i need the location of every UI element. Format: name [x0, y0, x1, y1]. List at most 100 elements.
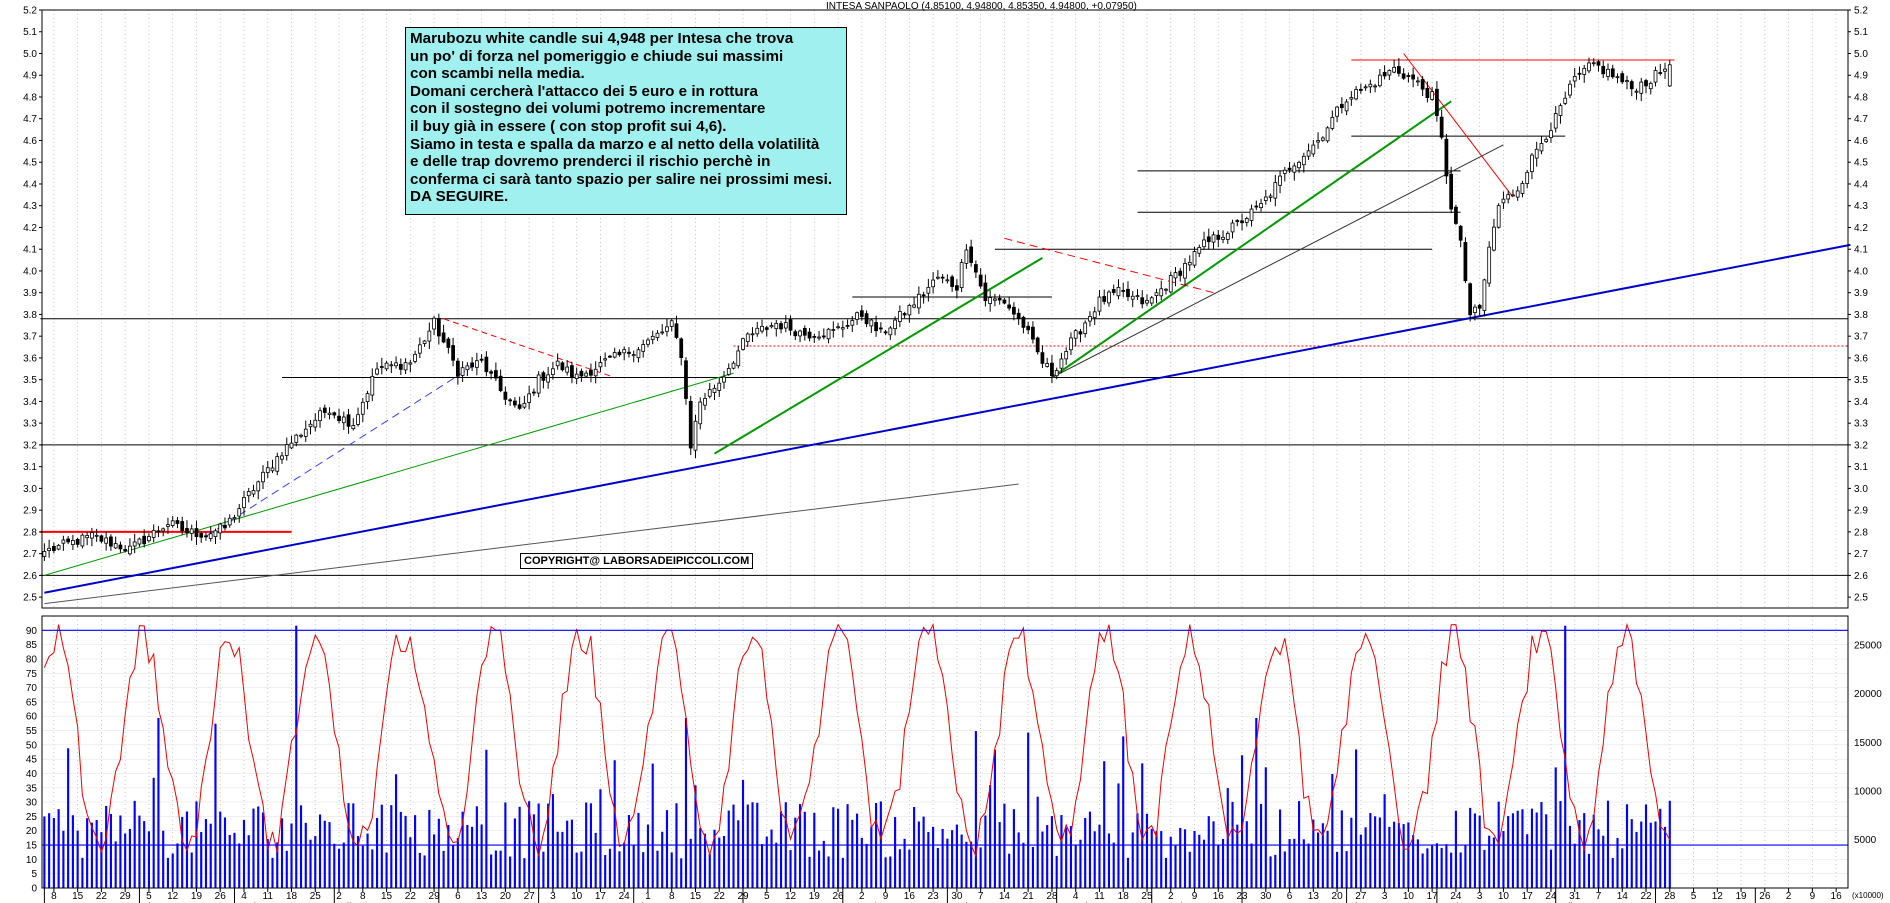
candle-body [251, 490, 256, 495]
candle-body [275, 456, 280, 472]
volume-bar [323, 820, 326, 888]
x-day-label: 3 [550, 891, 556, 902]
volume-bar [1150, 828, 1153, 888]
volume-bar [1606, 800, 1610, 888]
volume-bar [1236, 824, 1239, 888]
candle-body [1397, 66, 1401, 74]
x-day-label: 29 [737, 891, 749, 902]
candle-body [47, 547, 52, 552]
candle-body [1316, 140, 1320, 143]
volume-bar [1107, 833, 1111, 888]
volume-bar [979, 847, 982, 888]
y-tick-label-right: 3.6 [1854, 353, 1868, 364]
volume-bar [1174, 845, 1177, 888]
x-day-label: 25 [1141, 891, 1153, 902]
volume-bar [1331, 774, 1334, 888]
x-day-label: 6 [455, 891, 461, 902]
candle-body [332, 412, 337, 416]
volume-bar [632, 845, 635, 888]
volume-bar [1084, 817, 1087, 888]
volume-bar [1003, 803, 1006, 888]
volume-bar [1317, 832, 1320, 888]
candle-body [1511, 194, 1515, 197]
volume-bar [242, 819, 246, 888]
volume-bar [1288, 839, 1291, 888]
y-tick-label-right: 2.7 [1854, 549, 1868, 560]
candle-body [313, 419, 318, 428]
volume-bar [1027, 732, 1030, 888]
volume-bar [1545, 814, 1548, 888]
candle-body [351, 425, 356, 430]
volume-bar [304, 822, 307, 888]
candle-body [636, 349, 641, 359]
candle-body [674, 323, 679, 338]
volume-bar [708, 853, 711, 888]
candle-body [912, 304, 916, 308]
candle-body [213, 530, 218, 537]
candle-body [774, 322, 779, 330]
volume-bar [1378, 817, 1381, 888]
x-day-label: 30 [1260, 891, 1272, 902]
volume-bar [43, 816, 46, 888]
candle-body [1382, 72, 1387, 77]
candle-body [817, 336, 821, 339]
candle-body [1126, 288, 1130, 298]
volume-bar [1031, 846, 1034, 888]
volume-bar [1055, 855, 1058, 888]
volume-bar [433, 834, 436, 888]
volume-bar [1046, 825, 1049, 888]
volume-bar [328, 822, 331, 888]
volume-bar [670, 852, 673, 888]
candle-body [503, 391, 508, 400]
candle-body [1249, 208, 1254, 221]
candle-body [1140, 297, 1145, 305]
candle-body [940, 276, 945, 279]
volume-bar [870, 826, 873, 888]
candle-body [974, 264, 978, 273]
volume-bar [513, 818, 516, 888]
candle-body [365, 393, 370, 402]
volume-bar [1659, 808, 1662, 888]
y-tick-label-left: 3.0 [23, 484, 37, 495]
candle-body [1007, 304, 1012, 309]
candle-body [964, 249, 969, 264]
volume-bar [1340, 810, 1343, 888]
volume-bar [746, 804, 749, 888]
volume-bar [295, 625, 298, 888]
volume-bar [1264, 767, 1267, 888]
volume-bar [1293, 838, 1296, 888]
candle-body [1539, 143, 1544, 152]
candle-body [1349, 97, 1354, 100]
volume-bar [680, 858, 683, 888]
volume-bar [271, 857, 274, 888]
candle-body [779, 323, 783, 330]
osc-tick-label: 90 [26, 626, 38, 637]
volume-bar [917, 821, 920, 888]
volume-bar [395, 774, 398, 888]
candle-body [1192, 251, 1197, 266]
volume-bar [998, 822, 1001, 888]
y-tick-label-left: 3.5 [23, 375, 37, 386]
candle-body [71, 540, 75, 546]
volume-bar [537, 803, 540, 888]
candle-body [565, 366, 570, 373]
y-tick-label-right: 4.6 [1854, 136, 1868, 147]
volume-bar [613, 760, 616, 888]
volume-bar [366, 833, 369, 888]
volume-bar [841, 857, 844, 888]
candle-body [1145, 300, 1149, 304]
candle-body [1045, 363, 1050, 367]
volume-bar [371, 849, 374, 888]
note-line: Marubozu white candle sui 4,948 per Inte… [410, 30, 794, 47]
y-tick-label-left: 4.1 [23, 245, 37, 256]
x-day-label: 3 [1382, 891, 1388, 902]
x-day-label: 16 [1213, 891, 1225, 902]
volume-bar [889, 856, 892, 888]
volume-bar [1535, 812, 1538, 888]
volume-bar [941, 828, 944, 888]
volume-bar [252, 808, 255, 888]
volume-bar [779, 811, 783, 888]
candle-body [926, 286, 931, 294]
x-day-label: 5 [764, 891, 770, 902]
trend-line [1051, 100, 1452, 379]
